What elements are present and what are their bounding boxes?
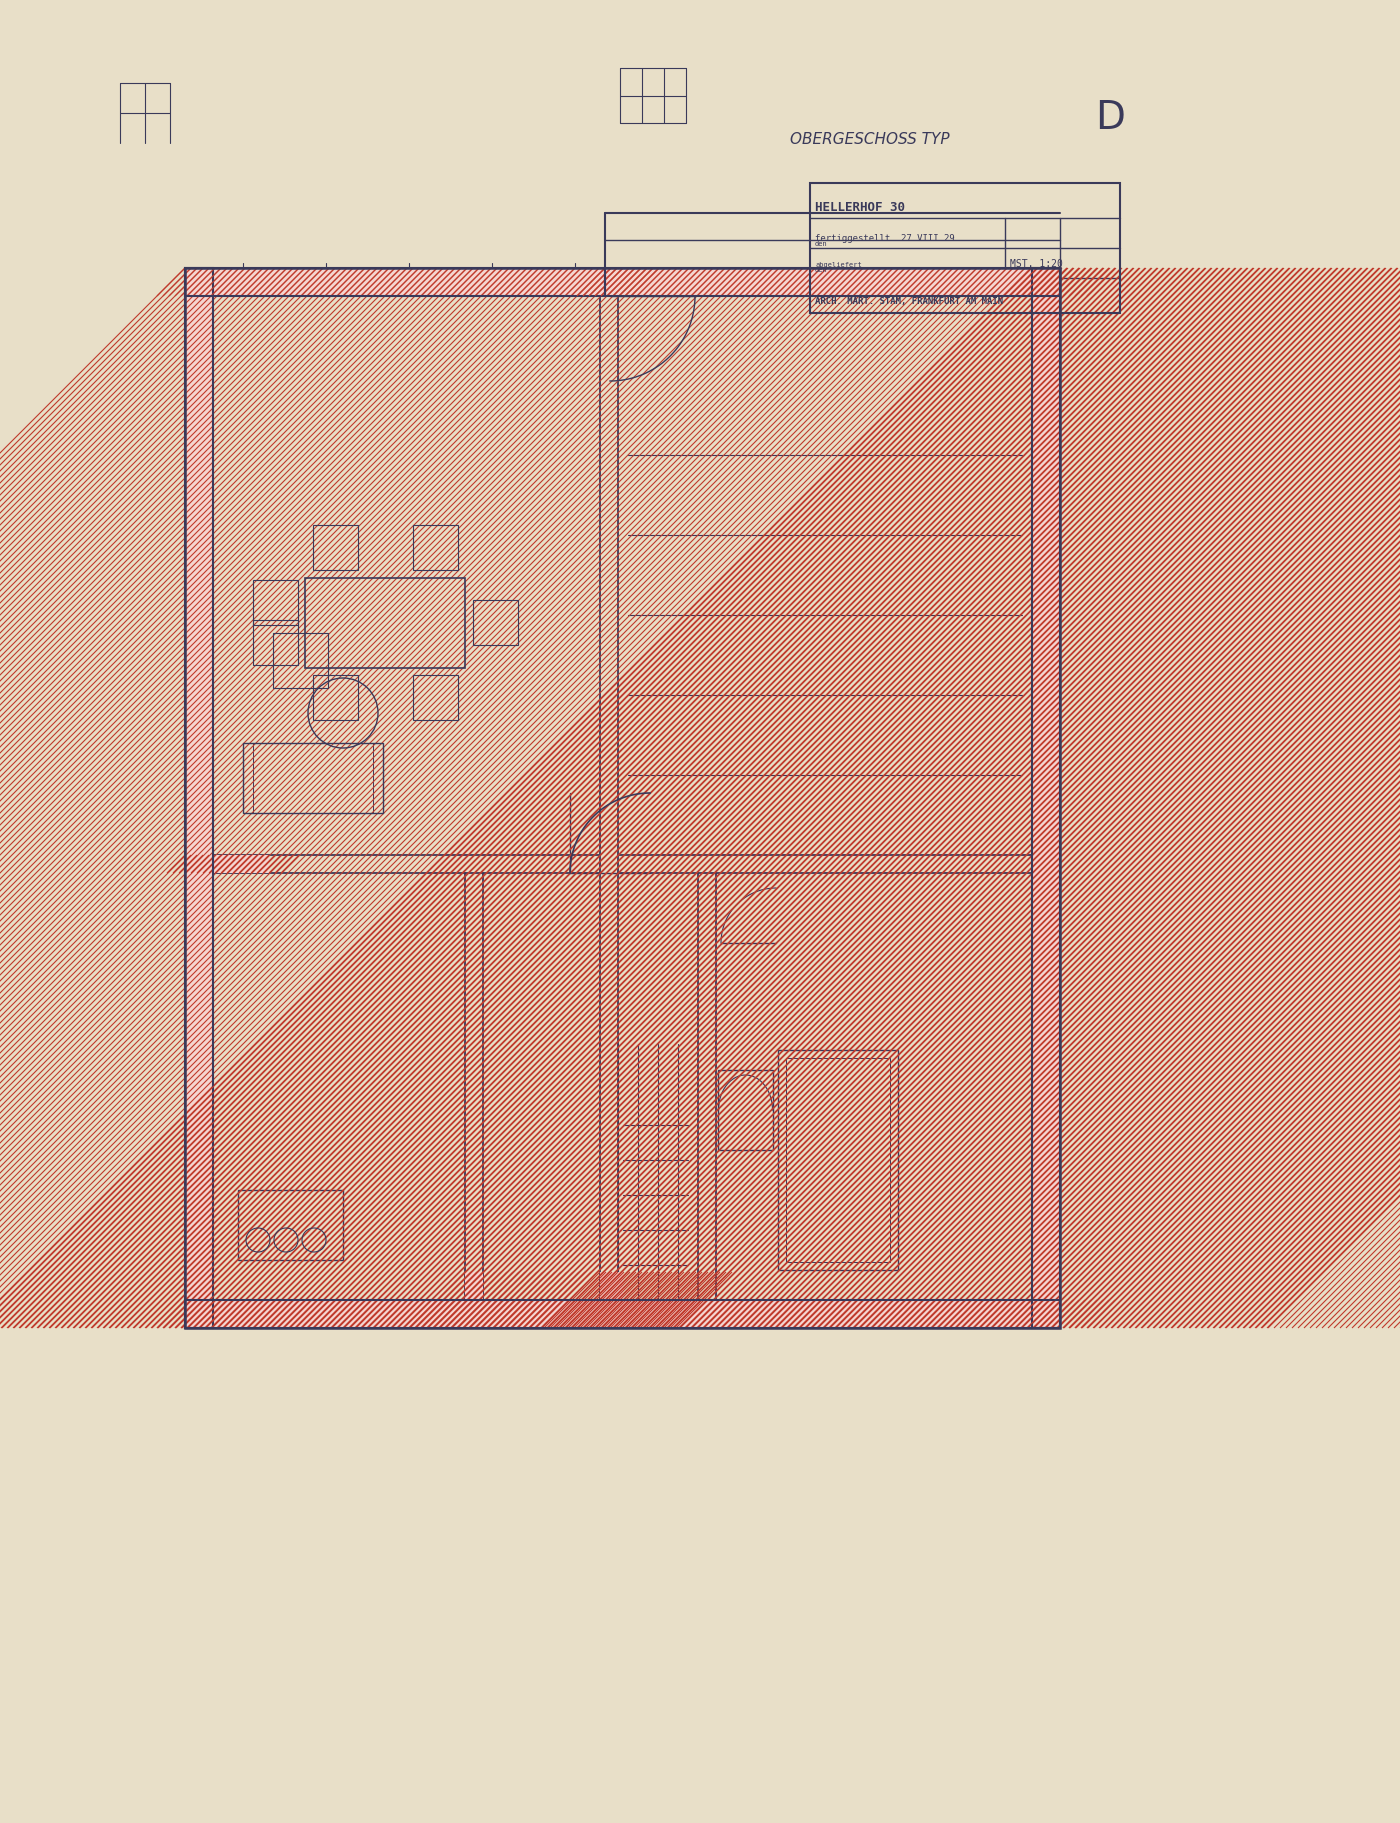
Bar	[185, 1300, 1060, 1329]
Bar	[253, 620, 298, 665]
Bar	[253, 582, 298, 625]
Bar	[718, 1070, 773, 1150]
Bar	[273, 634, 328, 689]
Bar	[465, 1272, 483, 1329]
Bar	[185, 268, 213, 1329]
Bar	[185, 1300, 1060, 1329]
Text: fertiggestellt  27 VIII 29: fertiggestellt 27 VIII 29	[815, 233, 955, 242]
Text: abgeliefert: abgeliefert	[815, 263, 862, 268]
Text: den: den	[815, 266, 827, 273]
Bar	[811, 184, 1120, 314]
Bar	[305, 578, 465, 669]
Bar	[1032, 268, 1060, 1329]
Bar	[473, 600, 518, 645]
Text: den: den	[815, 241, 827, 246]
Bar	[601, 1272, 623, 1329]
Bar	[413, 525, 458, 571]
Text: ARCH. MART. STAM, FRANKFURT AM MAIN: ARCH. MART. STAM, FRANKFURT AM MAIN	[815, 297, 1004, 306]
Bar	[314, 525, 358, 571]
Text: OBERGESCHOSS TYP: OBERGESCHOSS TYP	[790, 131, 949, 148]
Bar	[413, 676, 458, 720]
Bar	[185, 268, 213, 1329]
Text: HELLERHOF 30: HELLERHOF 30	[815, 201, 904, 213]
Text: MST. 1:20: MST. 1:20	[1009, 259, 1063, 268]
Bar	[244, 744, 384, 813]
Bar	[785, 1059, 890, 1262]
Bar	[185, 855, 269, 873]
Bar	[605, 268, 1060, 297]
Bar	[605, 268, 1060, 297]
Bar	[314, 676, 358, 720]
Text: D: D	[1095, 98, 1124, 137]
Bar	[238, 1190, 343, 1260]
Bar	[185, 268, 605, 297]
Bar	[185, 268, 605, 297]
Bar	[1032, 268, 1060, 1329]
Bar	[778, 1050, 897, 1271]
Bar	[185, 268, 1060, 1329]
